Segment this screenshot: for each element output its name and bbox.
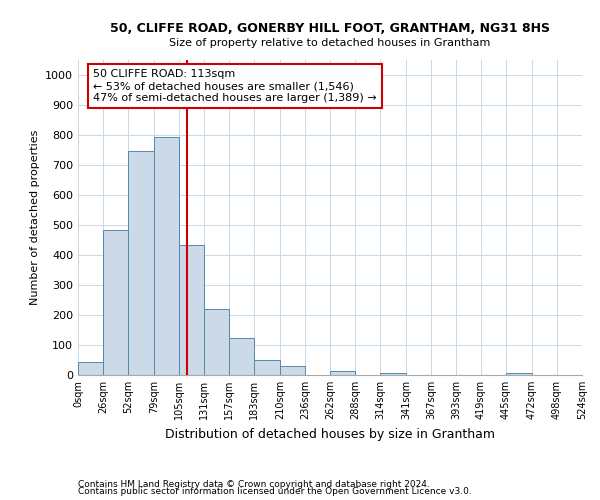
Text: Contains HM Land Registry data © Crown copyright and database right 2024.: Contains HM Land Registry data © Crown c… xyxy=(78,480,430,489)
Bar xyxy=(179,244,204,375)
X-axis label: Distribution of detached houses by size in Grantham: Distribution of detached houses by size … xyxy=(165,428,495,440)
Text: 50 CLIFFE ROAD: 113sqm
← 53% of detached houses are smaller (1,546)
47% of semi-: 50 CLIFFE ROAD: 113sqm ← 53% of detached… xyxy=(93,70,377,102)
Bar xyxy=(103,230,128,375)
Y-axis label: Number of detached properties: Number of detached properties xyxy=(29,130,40,305)
Text: Contains public sector information licensed under the Open Government Licence v3: Contains public sector information licen… xyxy=(78,488,472,496)
Bar xyxy=(380,372,406,375)
Bar xyxy=(330,370,355,375)
Bar xyxy=(204,309,229,375)
Bar xyxy=(78,362,103,375)
Bar xyxy=(229,338,254,375)
Bar xyxy=(506,372,532,375)
Bar xyxy=(254,360,280,375)
Bar xyxy=(154,136,179,375)
Bar xyxy=(128,150,154,375)
Text: Size of property relative to detached houses in Grantham: Size of property relative to detached ho… xyxy=(169,38,491,48)
Bar xyxy=(280,366,305,375)
Text: 50, CLIFFE ROAD, GONERBY HILL FOOT, GRANTHAM, NG31 8HS: 50, CLIFFE ROAD, GONERBY HILL FOOT, GRAN… xyxy=(110,22,550,36)
